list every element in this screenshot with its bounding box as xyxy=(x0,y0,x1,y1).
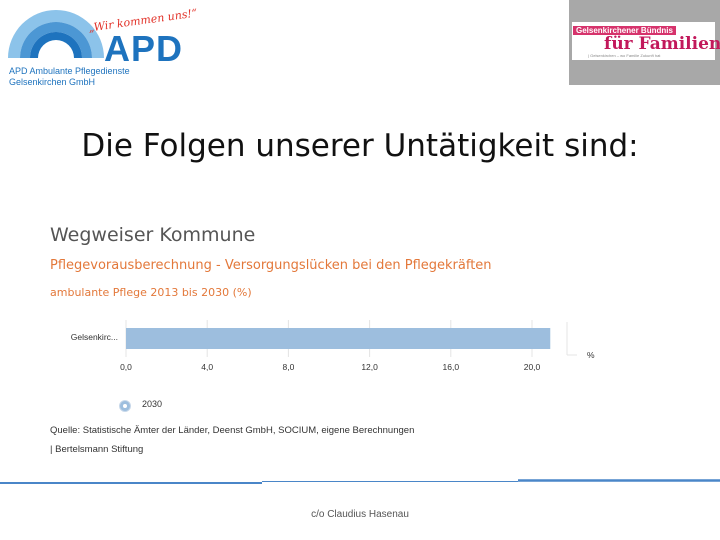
footer-divider xyxy=(0,479,720,484)
family-alliance-logo-panel: Gelsenkirchener Bündnis für Familien | G… xyxy=(572,22,720,60)
legend-marker-icon xyxy=(119,400,131,412)
source-publisher: | Bertelsmann Stiftung xyxy=(50,444,144,455)
apd-wordmark: APD xyxy=(104,28,184,69)
apd-company-line2: Gelsenkirchen GmbH xyxy=(9,77,96,87)
x-tick-label: 4,0 xyxy=(201,362,213,372)
apd-arcs-icon xyxy=(8,10,104,58)
family-alliance-line2: für Familien xyxy=(604,34,720,54)
apd-logo: „Wir kommen uns!“ APD APD Ambulante Pfle… xyxy=(6,6,198,87)
family-alliance-line3: | Gelsenkirchen – wo Familie Zukunft hat xyxy=(588,53,661,58)
bar xyxy=(126,328,551,349)
x-axis-unit: % xyxy=(587,350,595,360)
legend-label: 2030 xyxy=(142,399,163,409)
bar-chart: 0,0 4,0 8,0 12,0 16,0 20,0 Gelsenkirc...% xyxy=(71,320,595,372)
family-alliance-line1: Gelsenkirchener Bündnis xyxy=(573,26,676,35)
apd-company-line1: APD Ambulante Pflegedienste xyxy=(9,66,130,76)
chart-subtitle-2: ambulante Pflege 2013 bis 2030 (%) xyxy=(50,286,252,299)
x-tick-label: 16,0 xyxy=(443,362,460,372)
x-tick-label: 20,0 xyxy=(524,362,541,372)
chart-subtitle: Pflegevorausberechnung - Versorgungslück… xyxy=(50,258,492,273)
family-alliance-logo: Gelsenkirchener Bündnis für Familien | G… xyxy=(569,0,720,85)
category-label: Gelsenkirc... xyxy=(71,332,118,342)
slide-title: Die Folgen unserer Untätigkeit sind: xyxy=(81,128,639,164)
x-tick-label: 0,0 xyxy=(120,362,132,372)
x-tick-label: 12,0 xyxy=(361,362,378,372)
source-note: Quelle: Statistische Ämter der Länder, D… xyxy=(50,425,415,436)
chart-title: Wegweiser Kommune xyxy=(50,224,256,246)
x-tick-label: 8,0 xyxy=(282,362,294,372)
footer-text: c/o Claudius Hasenau xyxy=(311,509,409,520)
